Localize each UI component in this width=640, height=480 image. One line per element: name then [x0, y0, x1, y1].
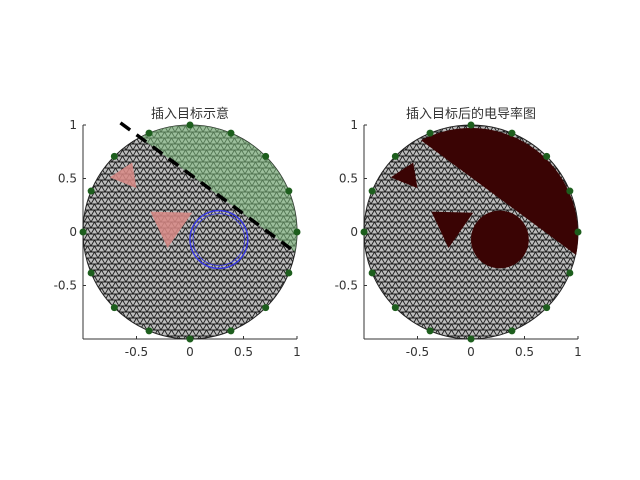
electrode	[262, 152, 270, 160]
y-tick-label: -0.5	[54, 279, 77, 293]
electrode	[368, 269, 376, 277]
x-tick-label: 0	[186, 345, 194, 359]
electrode	[566, 269, 574, 277]
x-tick-label: 1	[293, 345, 301, 359]
electrode	[145, 327, 153, 335]
electrode	[391, 304, 399, 312]
x-tick-label: 0	[467, 345, 475, 359]
electrode	[426, 327, 434, 335]
x-tick-label: 0.5	[234, 345, 253, 359]
y-tick-label: 1	[350, 118, 358, 132]
y-tick-label: -0.5	[335, 279, 358, 293]
target-region-segment	[83, 125, 297, 339]
electrode	[79, 228, 87, 236]
target-triangle	[150, 211, 193, 249]
electrode	[543, 304, 551, 312]
electrode	[110, 304, 118, 312]
electrode	[110, 152, 118, 160]
x-tick-label: 0.5	[515, 345, 534, 359]
divider-dashed-line	[119, 121, 299, 255]
y-tick-label: 0	[69, 225, 77, 239]
reconstructed-circle	[471, 210, 529, 269]
electrode	[145, 129, 153, 137]
reconstructed-triangle	[390, 162, 418, 189]
electrode	[87, 269, 95, 277]
electrode	[467, 121, 475, 129]
x-tick-label: -0.5	[125, 345, 148, 359]
target-triangle	[109, 162, 137, 189]
plot-target-insertion: 插入目标示意 -0.5 0 0.5 1 1 0.5 0 -0.5	[54, 106, 301, 359]
y-tick-label: 0.5	[58, 172, 77, 186]
electrode	[508, 327, 516, 335]
y-tick-label: 0	[350, 225, 358, 239]
electrode	[508, 129, 516, 137]
electrode	[426, 129, 434, 137]
electrode	[360, 228, 368, 236]
electrode	[227, 129, 235, 137]
electrode	[186, 335, 194, 343]
target-circle-outline	[189, 209, 249, 270]
reconstructed-segment	[364, 128, 578, 342]
electrode	[227, 327, 235, 335]
electrode	[262, 304, 270, 312]
electrode	[368, 187, 376, 195]
electrode	[285, 269, 293, 277]
x-tick-label: 1	[574, 345, 582, 359]
plot-title: 插入目标后的电导率图	[406, 106, 536, 122]
y-tick-label: 1	[69, 118, 77, 132]
electrode	[186, 121, 194, 129]
electrode	[566, 187, 574, 195]
electrode	[391, 152, 399, 160]
electrode	[87, 187, 95, 195]
electrode	[543, 152, 551, 160]
electrode	[574, 228, 582, 236]
y-tick-label: 0.5	[339, 172, 358, 186]
plot-title: 插入目标示意	[151, 106, 229, 122]
reconstructed-triangle	[431, 211, 474, 249]
plot-conductivity-map: 插入目标后的电导率图 -0.5 0 0.5 1 1 0.5 0 -0.5	[335, 106, 582, 359]
electrode	[285, 187, 293, 195]
electrode	[467, 335, 475, 343]
target-circle-inner	[192, 213, 246, 266]
electrode	[293, 228, 301, 236]
x-tick-label: -0.5	[406, 345, 429, 359]
